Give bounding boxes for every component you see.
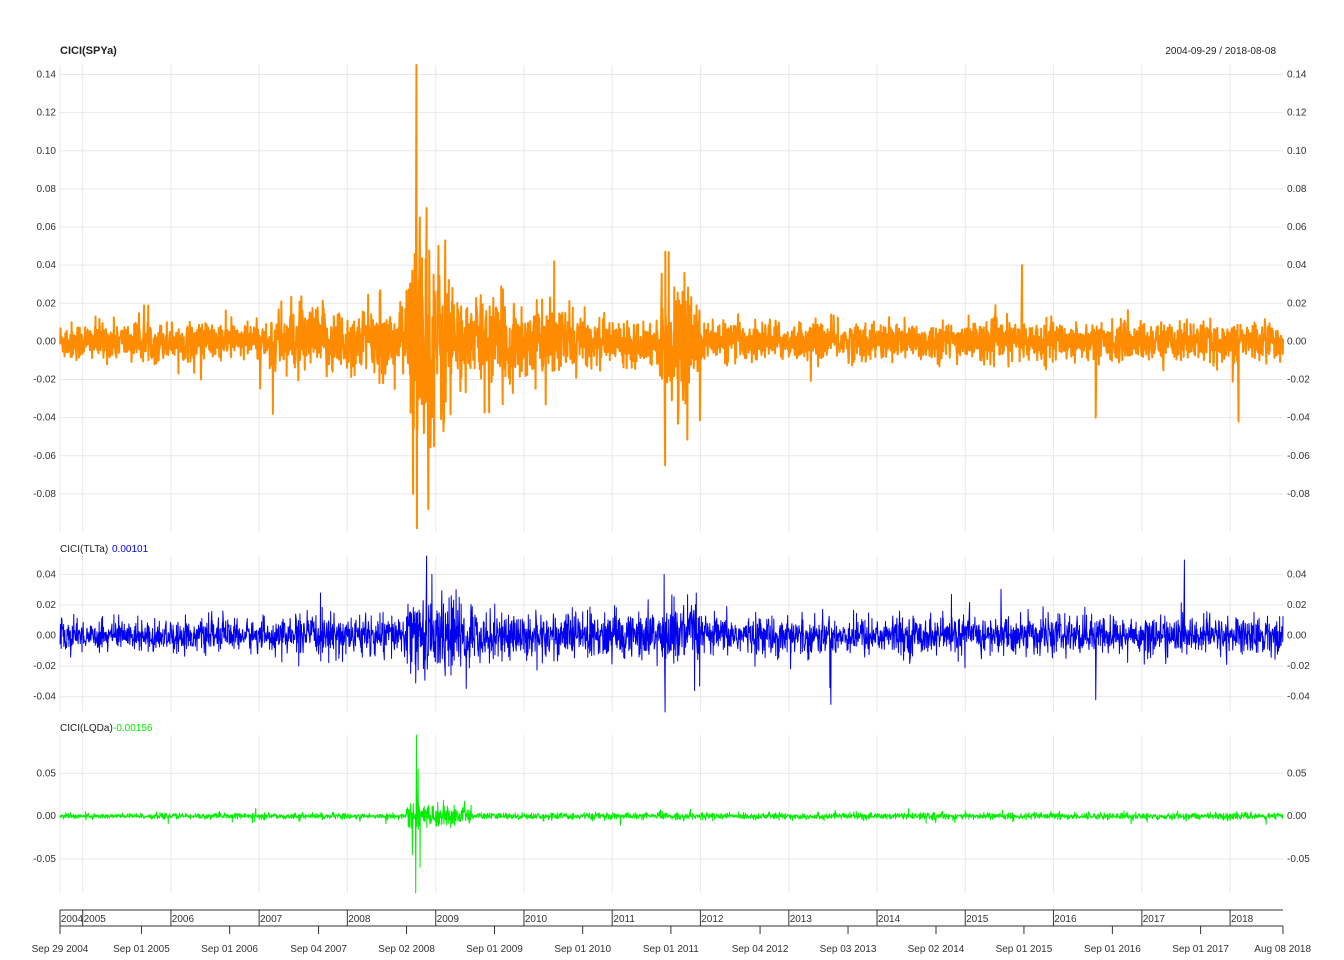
panel-spy-ytick-right-8: -0.02 [1287, 375, 1310, 386]
x-year-label-10: 2014 [878, 914, 901, 925]
panel-tlt-ytick-left-2: 0.00 [37, 631, 57, 642]
panel-lqd-ytick-left-0: 0.05 [37, 768, 57, 779]
x-date-label-1: Sep 01 2005 [113, 944, 170, 955]
panel-spy-axes: 0.14 0.14 0.12 0.12 0.10 0.10 0.08 0.08 0.06 0.06… [33, 70, 1310, 500]
panel-lqd-ytick-right-1: 0.00 [1287, 811, 1307, 822]
x-date-label-12: Sep 01 2016 [1084, 944, 1141, 955]
panel-spy-ytick-left-1: 0.12 [37, 108, 57, 119]
panel-lqd-ytick-right-2: -0.05 [1287, 854, 1310, 865]
panel-spy-ytick-right-6: 0.02 [1287, 298, 1307, 309]
panel-tlt-ytick-left-3: -0.02 [33, 661, 56, 672]
panel-spy-ytick-left-3: 0.08 [37, 184, 57, 195]
panel-spy-series [59, 64, 1284, 530]
panel-tlt-ytick-right-2: 0.00 [1287, 631, 1307, 642]
x-year-label-3: 2007 [260, 914, 283, 925]
panel-spy-ytick-left-2: 0.10 [37, 146, 57, 157]
x-year-label-2: 2006 [172, 914, 195, 925]
panel-spy-grid [59, 65, 1283, 532]
panel-tlt-ytick-right-4: -0.04 [1287, 692, 1310, 703]
panel-spy-ytick-right-4: 0.06 [1287, 222, 1307, 233]
panel-lqd-grid [59, 735, 1283, 893]
panel-spy-ytick-left-0: 0.14 [37, 70, 57, 81]
x-year-label-14: 2018 [1231, 914, 1254, 925]
x-date-label-4: Sep 02 2008 [378, 944, 435, 955]
panel-spy-ytick-left-7: 0.00 [37, 336, 57, 347]
x-date-label-13: Sep 01 2017 [1172, 944, 1229, 955]
panel-spy-ytick-right-11: -0.08 [1287, 489, 1310, 500]
panel-tlt: CICI(TLTa) 0.00101 0.04 0.040.02 0.020.00 0… [33, 544, 1310, 713]
panel-spy-ytick-right-3: 0.08 [1287, 184, 1307, 195]
panel-lqd-axes: 0.05 0.05 0.00 0.00 -0.05 -0.05 [33, 768, 1310, 864]
panel-spy-ytick-left-9: -0.04 [33, 413, 56, 424]
panel-lqd-ytick-left-1: 0.00 [37, 811, 57, 822]
x-date-label-14: Aug 08 2018 [1254, 944, 1311, 955]
panel-tlt-axes: 0.04 0.04 0.02 0.02 0.00 0.00 -0.02 -0.02 -0.04 -… [33, 569, 1310, 702]
panel-lqd-series [59, 734, 1284, 894]
panel-tlt-ytick-left-0: 0.04 [37, 569, 57, 580]
panel-spy-ytick-left-6: 0.02 [37, 298, 57, 309]
panel-spy-ytick-right-0: 0.14 [1287, 70, 1307, 81]
x-date-label-5: Sep 01 2009 [466, 944, 523, 955]
x-date-label-0: Sep 29 2004 [32, 944, 89, 955]
panel-lqd-ytick-right-0: 0.05 [1287, 768, 1307, 779]
series-line-spy [59, 64, 1284, 530]
panel-tlt-ytick-left-1: 0.02 [37, 600, 57, 611]
panel-spy-ytick-left-4: 0.06 [37, 222, 57, 233]
x-year-label-12: 2016 [1054, 914, 1077, 925]
x-axis: 2004 2005 2006 2007 2008 2009 2010 2011 2012 2013… [32, 909, 1311, 955]
panel-spy-ytick-right-1: 0.12 [1287, 108, 1307, 119]
x-year-label-5: 2009 [437, 914, 460, 925]
panel-tlt-ytick-right-0: 0.04 [1287, 569, 1307, 580]
panel-lqd-title: CICI(LQDa) [60, 723, 113, 734]
x-year-label-4: 2008 [348, 914, 371, 925]
x-year-label-1: 2005 [84, 914, 107, 925]
panel-tlt-title: CICI(TLTa) [60, 544, 108, 555]
panel-spy-ytick-right-9: -0.04 [1287, 413, 1310, 424]
x-year-label-9: 2013 [790, 914, 813, 925]
x-date-label-7: Sep 01 2011 [643, 944, 699, 955]
panel-spy-ytick-left-5: 0.04 [37, 260, 57, 271]
panel-tlt-series [59, 555, 1284, 713]
panel-spy-ytick-right-7: 0.00 [1287, 336, 1307, 347]
panel-spy-ytick-right-5: 0.04 [1287, 260, 1307, 271]
panel-spy-ytick-left-10: -0.06 [33, 451, 56, 462]
panel-tlt-last-value: 0.00101 [112, 544, 149, 555]
x-date-label-8: Sep 04 2012 [732, 944, 789, 955]
x-year-label-6: 2010 [525, 914, 548, 925]
x-year-label-8: 2012 [701, 914, 724, 925]
date-range-label: 2004-09-29 / 2018-08-08 [1165, 46, 1276, 57]
panel-spy-ytick-left-11: -0.08 [33, 489, 56, 500]
x-date-label-10: Sep 02 2014 [908, 944, 965, 955]
x-date-label-3: Sep 04 2007 [290, 944, 347, 955]
panel-tlt-ytick-right-1: 0.02 [1287, 600, 1307, 611]
panel-spy-ytick-right-10: -0.06 [1287, 451, 1310, 462]
panel-spy-ytick-left-8: -0.02 [33, 375, 56, 386]
panel-tlt-ytick-right-3: -0.02 [1287, 661, 1310, 672]
x-date-label-11: Sep 01 2015 [996, 944, 1053, 955]
series-line-lqd [59, 734, 1284, 894]
x-year-label-0: 2004 [61, 914, 84, 925]
panel-lqd: CICI(LQDa) -0.00156 0.05 0.05 0.00 0.00 -0.0… [33, 723, 1310, 894]
chart-title: CICI(SPYa) [60, 45, 117, 57]
panel-lqd-last-value: -0.00156 [113, 723, 153, 734]
panel-lqd-ytick-left-2: -0.05 [33, 854, 56, 865]
panel-spy: 0.14 0.14 0.12 0.12 0.10 0.10 0.08 0.08 0.06 0.06… [33, 64, 1310, 532]
x-date-label-9: Sep 03 2013 [820, 944, 877, 955]
x-year-label-11: 2015 [966, 914, 989, 925]
x-date-label-2: Sep 01 2006 [201, 944, 258, 955]
x-year-label-13: 2017 [1143, 914, 1166, 925]
x-date-label-6: Sep 01 2010 [554, 944, 611, 955]
x-year-label-7: 2011 [613, 914, 635, 925]
panel-spy-ytick-right-2: 0.10 [1287, 146, 1307, 157]
series-line-tlt [59, 555, 1284, 713]
panel-tlt-ytick-left-4: -0.04 [33, 692, 56, 703]
